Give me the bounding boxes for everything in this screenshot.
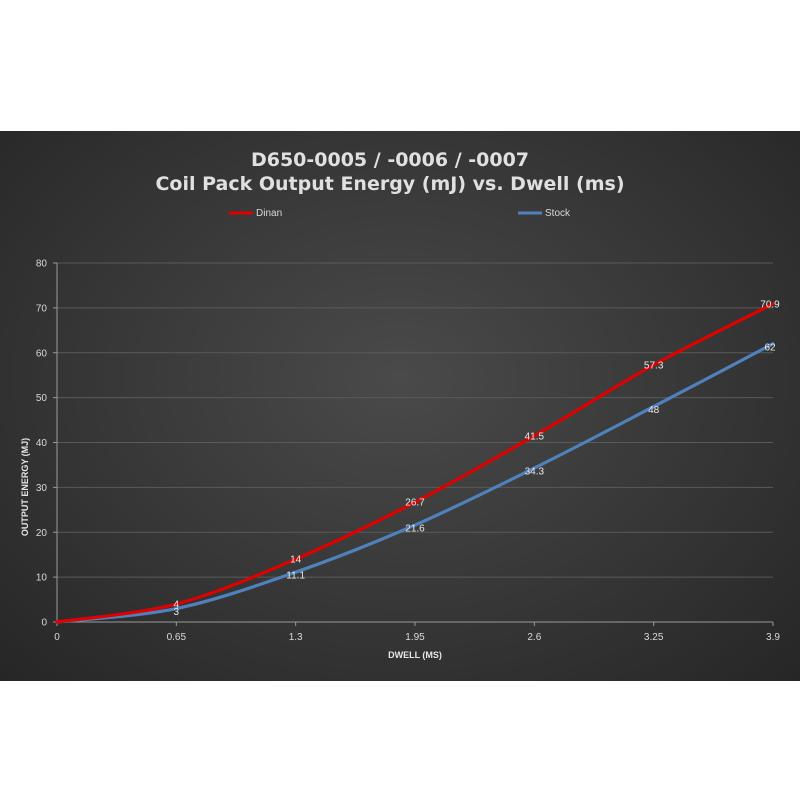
x-tick-labels: 0 0.65 1.3 1.95 2.6 3.25 3.9 — [54, 632, 780, 643]
x-tick-label: 1.3 — [289, 632, 303, 643]
chart-card: D650-0005 / -0006 / -0007 Coil Pack Outp… — [0, 131, 800, 681]
x-axis-title: DWELL (MS) — [388, 650, 442, 660]
data-label-dinan: 41.5 — [525, 431, 545, 442]
chart-title-line-2: Coil Pack Output Energy (mJ) vs. Dwell (… — [155, 173, 624, 195]
data-label-dinan: 14 — [290, 555, 302, 566]
y-tick-label: 0 — [41, 618, 47, 629]
series-line-dinan — [55, 302, 775, 624]
data-label-dinan: 57.3 — [644, 360, 664, 371]
gridlines — [57, 262, 773, 578]
x-tick-label: 3.9 — [766, 632, 780, 643]
y-tick-label: 10 — [36, 573, 48, 584]
data-label-stock: 34.3 — [525, 467, 545, 478]
axes — [53, 262, 774, 626]
series-line-stock — [55, 342, 775, 624]
legend-label-stock: Stock — [545, 208, 571, 219]
y-tick-label: 80 — [36, 259, 48, 270]
legend: Dinan Stock — [229, 208, 571, 219]
data-label-stock: 62 — [764, 342, 776, 353]
y-axis-title: OUTPUT ENERGY (MJ) — [20, 438, 30, 536]
series-lines — [55, 302, 775, 624]
data-label-dinan: 4 — [174, 600, 180, 611]
x-tick-label: 0 — [54, 632, 60, 643]
x-tick-label: 3.25 — [644, 632, 664, 643]
y-tick-label: 40 — [36, 438, 48, 449]
data-label-stock: 21.6 — [405, 524, 425, 535]
y-tick-label: 30 — [36, 483, 48, 494]
y-tick-label: 60 — [36, 348, 48, 359]
chart-svg: D650-0005 / -0006 / -0007 Coil Pack Outp… — [20, 149, 781, 660]
y-tick-label: 50 — [36, 393, 48, 404]
chart-title-line-1: D650-0005 / -0006 / -0007 — [251, 149, 529, 171]
y-tick-label: 70 — [36, 303, 48, 314]
data-label-stock: 11.1 — [286, 571, 305, 582]
x-tick-label: 0.65 — [167, 632, 187, 643]
legend-label-dinan: Dinan — [256, 208, 282, 219]
data-label-dinan: 26.7 — [405, 498, 425, 509]
data-label-stock: 3 — [174, 607, 180, 618]
x-tick-label: 2.6 — [527, 632, 541, 643]
y-tick-label: 20 — [36, 528, 48, 539]
data-labels: 4 14 26.7 41.5 57.3 70.9 3 11.1 21.6 34.3 48 62 — [174, 299, 781, 618]
data-label-dinan: 70.9 — [760, 299, 780, 310]
y-tick-labels: 0 10 20 30 40 50 60 70 80 — [36, 259, 48, 629]
data-label-stock: 48 — [648, 405, 660, 416]
x-tick-label: 1.95 — [405, 632, 425, 643]
